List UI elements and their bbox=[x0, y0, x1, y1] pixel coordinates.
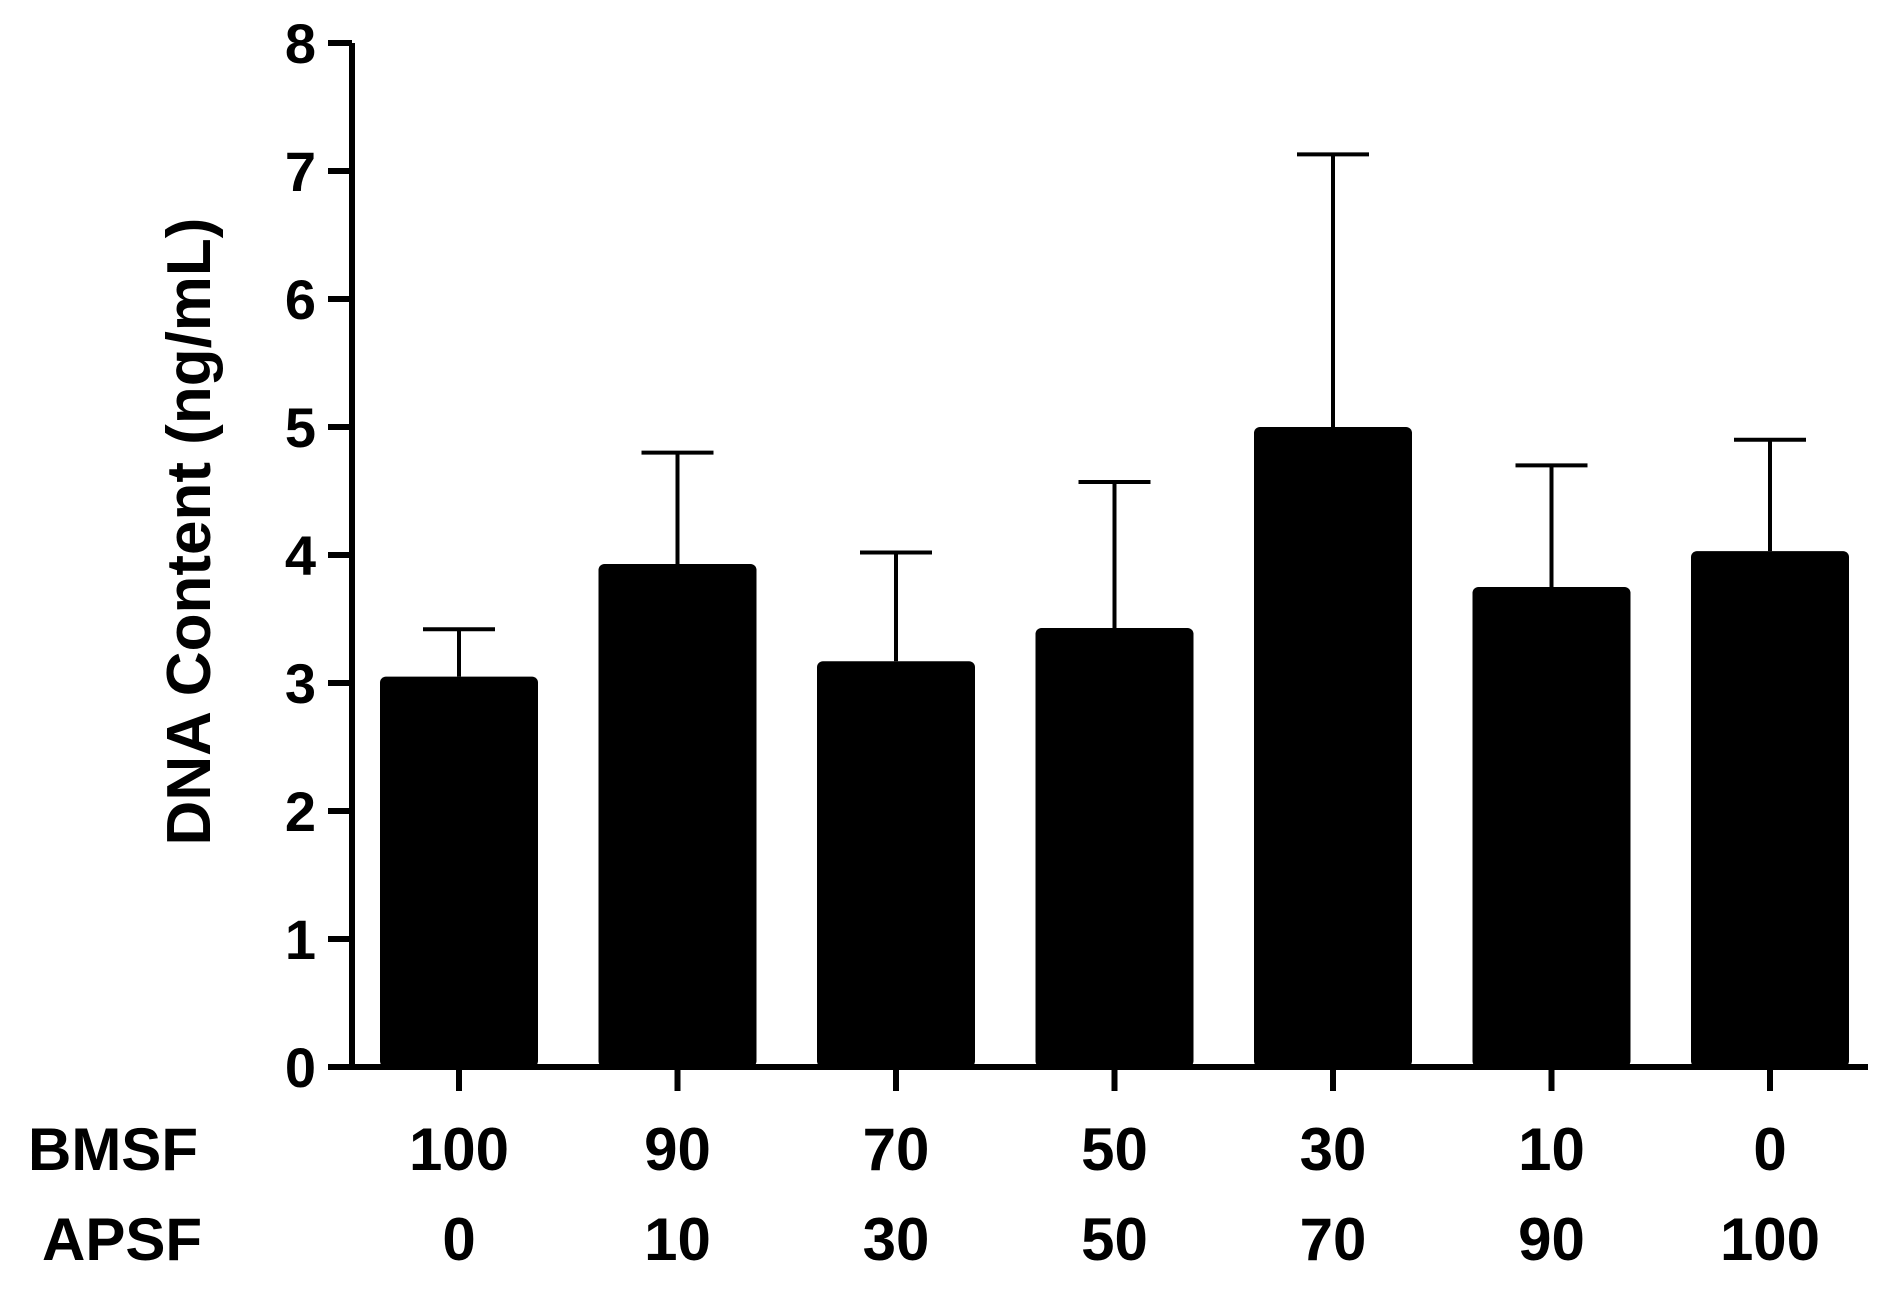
x-tick-label-apsf: 70 bbox=[1300, 1206, 1367, 1273]
y-tick-label: 4 bbox=[285, 524, 316, 587]
bar bbox=[380, 676, 538, 1067]
bar bbox=[598, 563, 757, 1067]
x-tick-label-bmsf: 50 bbox=[1081, 1116, 1148, 1183]
x-tick-label-bmsf: 0 bbox=[1753, 1116, 1786, 1183]
y-tick-label: 8 bbox=[285, 12, 316, 75]
x-tick-label-apsf: 90 bbox=[1518, 1206, 1585, 1273]
bars-group bbox=[380, 427, 1849, 1067]
x-tick-label-bmsf: 70 bbox=[863, 1116, 930, 1183]
x-tick-label-apsf: 30 bbox=[863, 1206, 930, 1273]
x-tick-label-bmsf: 90 bbox=[644, 1116, 711, 1183]
x-tick-label-apsf: 50 bbox=[1081, 1206, 1148, 1273]
y-tick-label: 1 bbox=[285, 908, 316, 971]
y-tick-label: 7 bbox=[285, 140, 316, 203]
y-ticks-group: 0 1 2 3 4 5 6 7 8 bbox=[285, 12, 352, 1099]
bar bbox=[1035, 627, 1194, 1067]
error-bars-group bbox=[423, 152, 1806, 677]
x-tick-label-apsf: 0 bbox=[442, 1206, 475, 1273]
y-axis-label: DNA Content (ng/mL) bbox=[155, 218, 224, 846]
x-tick-label-bmsf: 10 bbox=[1518, 1116, 1585, 1183]
y-tick-label: 6 bbox=[285, 268, 316, 331]
x-tick-label-bmsf: 100 bbox=[409, 1116, 509, 1183]
bar bbox=[1254, 427, 1412, 1067]
x-tick-label-bmsf: 30 bbox=[1300, 1116, 1367, 1183]
row-label-apsf: APSF bbox=[42, 1206, 202, 1273]
x-tick-label-apsf: 10 bbox=[644, 1206, 711, 1273]
row-label-bmsf: BMSF bbox=[28, 1116, 198, 1183]
x-ticks-group: 100 0 90 10 70 30 50 50 30 70 10 90 0 100 bbox=[409, 1067, 1820, 1273]
bar bbox=[817, 661, 975, 1067]
y-tick-label: 0 bbox=[285, 1036, 316, 1099]
y-tick-label: 2 bbox=[285, 780, 316, 843]
y-tick-label: 5 bbox=[285, 396, 316, 459]
x-tick-label-apsf: 100 bbox=[1720, 1206, 1820, 1273]
bar bbox=[1691, 551, 1849, 1067]
bar bbox=[1472, 587, 1631, 1067]
y-tick-label: 3 bbox=[285, 652, 316, 715]
